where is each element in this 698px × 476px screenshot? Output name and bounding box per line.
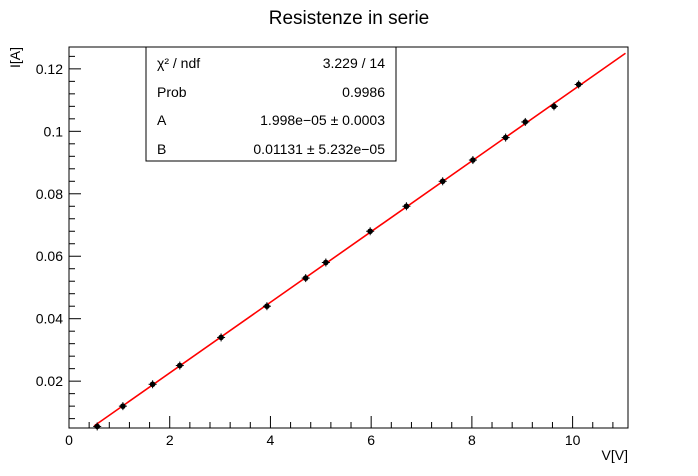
data-point [93,422,102,431]
data-point [366,227,375,236]
fit-line [93,52,626,427]
data-point [438,177,447,186]
stats-label-prob: Prob [157,84,187,100]
y-tick-label: 0.08 [36,186,63,202]
data-point [118,402,127,411]
chart-title: Resistenze in serie [269,8,430,29]
stats-value-chi2: 3.229 / 14 [323,55,385,71]
x-tick-label: 6 [367,432,375,448]
data-point [175,361,184,370]
data-point [402,202,411,211]
fit-layer [93,52,626,427]
y-tick-label: 0.1 [44,123,64,139]
data-point [549,102,558,111]
data-point [301,274,310,283]
data-point [574,80,583,89]
x-tick-label: 8 [468,432,476,448]
stats-label-a: A [157,112,167,128]
y-tick-label: 0.12 [36,61,63,77]
data-point [501,133,510,142]
y-tick-label: 0.02 [36,373,63,389]
y-tick-label: 0.04 [36,311,63,327]
stats-value-prob: 0.9986 [342,84,385,100]
stats-box-frame [145,46,397,162]
data-point [321,258,330,267]
stats-box: χ² / ndf 3.229 / 14 Prob 0.9986 A 1.998e… [145,46,397,162]
data-points [93,80,583,431]
x-tick-label: 4 [267,432,275,448]
y-axis-label: I[A] [7,47,23,68]
stats-value-b: 0.01131 ± 5.232e−05 [253,141,385,157]
data-point [217,333,226,342]
data-point [262,302,271,311]
data-point [521,117,530,126]
stats-label-chi2: χ² / ndf [157,55,200,71]
x-tick-label: 2 [166,432,174,448]
x-tick-label: 0 [65,432,73,448]
x-tick-label: 10 [565,432,581,448]
stats-value-a: 1.998e−05 ± 0.0003 [260,112,385,128]
x-axis-label: V[V] [602,447,628,463]
y-axis: 0.02 0.04 0.06 0.08 0.1 0.12 [36,55,81,420]
data-point [148,380,157,389]
stats-label-b: B [157,141,166,157]
y-tick-label: 0.06 [36,248,63,264]
x-axis: 0 2 4 6 8 10 [65,416,614,448]
data-point [468,156,477,165]
